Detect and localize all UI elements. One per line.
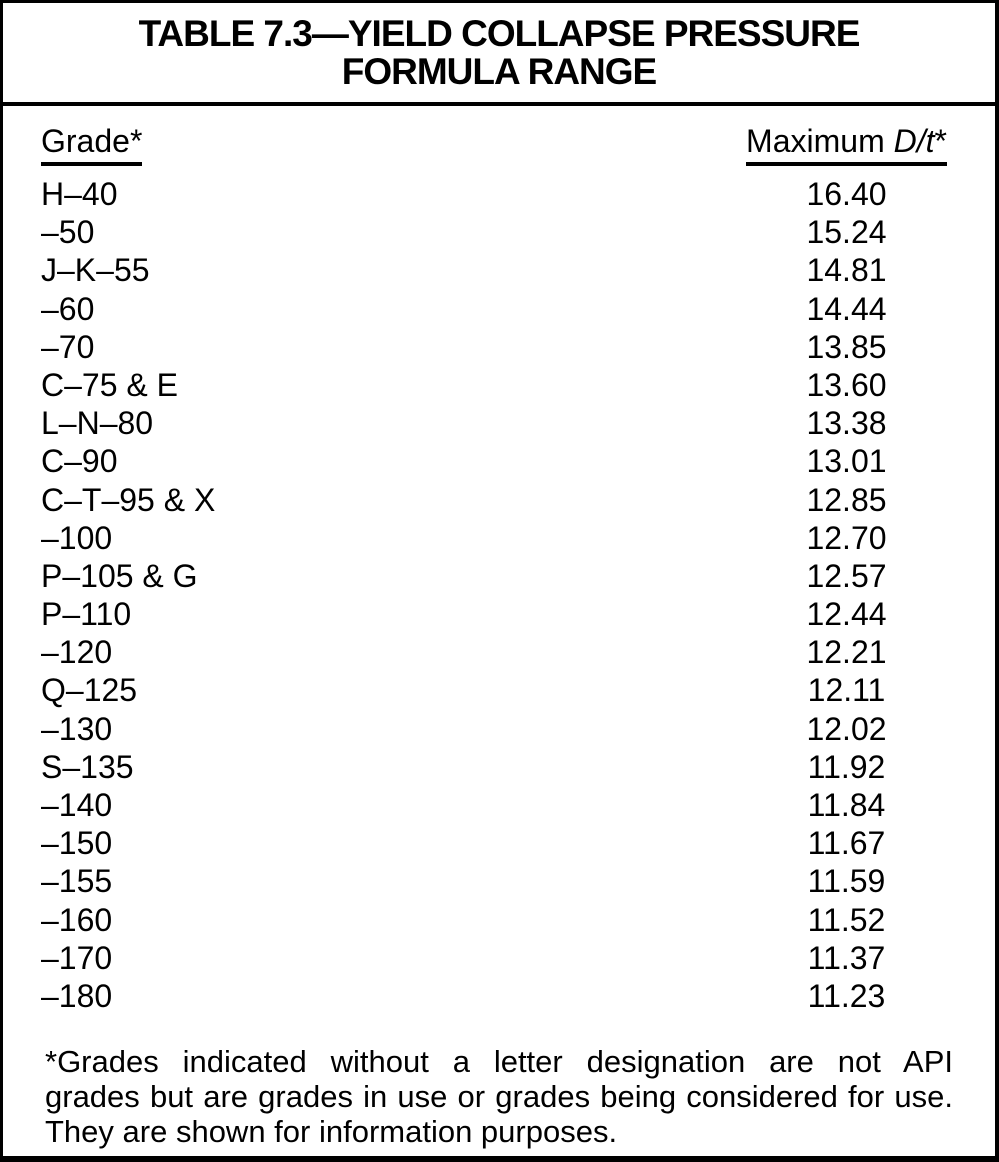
table-row: –50 15.24 xyxy=(41,213,953,251)
footnote-line1: *Grades indicated without a letter desig… xyxy=(45,1044,953,1080)
max-dt-cell: 12.44 xyxy=(806,596,887,633)
max-dt-cell: 16.40 xyxy=(806,176,887,212)
grade-cell: –60 xyxy=(41,290,95,327)
max-dt-cell: 13.60 xyxy=(806,366,887,403)
grade-cell: –120 xyxy=(41,634,113,671)
max-dt-header-prefix: Maximum xyxy=(746,123,894,159)
grade-cell: –50 xyxy=(41,214,95,251)
table-row: P–105 & G 12.57 xyxy=(41,557,953,595)
footnote: *Grades indicated without a letter desig… xyxy=(45,1044,953,1149)
max-dt-cell: 14.44 xyxy=(806,290,887,327)
grade-cell: H–40 xyxy=(41,176,118,212)
table-row: –180 11.23 xyxy=(41,977,953,1015)
grade-cell: –140 xyxy=(41,787,113,823)
table-row: –140 11.84 xyxy=(41,786,953,824)
table-row: H–40 16.40 xyxy=(41,175,953,213)
table-header-row: Grade* Maximum D/t* xyxy=(41,125,953,166)
grade-header-wrap: Grade* xyxy=(41,125,143,166)
table-row: S–135 11.92 xyxy=(41,748,953,786)
grade-cell: –100 xyxy=(41,519,113,556)
max-dt-cell: 12.21 xyxy=(806,634,887,671)
table-row: –70 13.85 xyxy=(41,328,953,366)
max-dt-cell: 13.01 xyxy=(806,443,887,480)
table-row: L–N–80 13.38 xyxy=(41,404,953,442)
table-body: Grade* Maximum D/t* H–40 16.40 –50 15.24 xyxy=(3,106,995,1149)
table-row: –120 12.21 xyxy=(41,633,953,671)
table-title: TABLE 7.3—YIELD COLLAPSE PRESSURE FORMUL… xyxy=(3,3,995,106)
column-header-grade: Grade* xyxy=(41,125,143,166)
max-dt-header-italic: D/t xyxy=(893,123,935,159)
grade-cell: –130 xyxy=(41,710,113,747)
grade-cell: S–135 xyxy=(41,748,134,785)
grade-cell: –170 xyxy=(41,939,113,976)
table-row: –150 11.67 xyxy=(41,824,953,862)
grade-cell: –150 xyxy=(41,825,113,862)
table-row: –130 12.02 xyxy=(41,710,953,748)
max-dt-cell: 15.24 xyxy=(806,214,887,251)
max-dt-cell: 12.11 xyxy=(807,672,886,709)
grade-cell: J–K–55 xyxy=(41,252,150,289)
grade-cell: –155 xyxy=(41,863,113,900)
max-dt-cell: 12.57 xyxy=(806,557,887,594)
table-row: –170 11.37 xyxy=(41,939,953,977)
table-row: –160 11.52 xyxy=(41,901,953,939)
table-row: –100 12.70 xyxy=(41,519,953,557)
table-row: C–75 & E 13.60 xyxy=(41,366,953,404)
grade-cell: –160 xyxy=(41,901,113,938)
max-dt-header-suffix: * xyxy=(934,123,947,159)
max-dt-cell: 13.85 xyxy=(806,328,887,365)
grade-cell: C–75 & E xyxy=(41,366,178,403)
table-row: P–110 12.44 xyxy=(41,595,953,633)
column-header-max-dt: Maximum D/t* xyxy=(746,125,947,166)
max-dt-cell: 11.92 xyxy=(807,748,886,785)
max-dt-cell: 11.52 xyxy=(807,901,886,938)
table-rows: H–40 16.40 –50 15.24 J–K–55 14.81 –60 14… xyxy=(41,175,953,1015)
grade-cell: L–N–80 xyxy=(41,405,154,442)
table-row: J–K–55 14.81 xyxy=(41,251,953,289)
max-dt-cell: 13.38 xyxy=(806,405,887,442)
max-dt-cell: 11.59 xyxy=(807,863,886,900)
table-row: –155 11.59 xyxy=(41,862,953,900)
max-dt-cell: 11.23 xyxy=(807,977,886,1014)
footnote-line3: They are shown for information purposes. xyxy=(45,1114,618,1150)
table-title-line1: TABLE 7.3—YIELD COLLAPSE PRESSURE xyxy=(138,12,861,54)
grade-cell: –70 xyxy=(41,328,95,365)
max-dt-cell: 11.84 xyxy=(807,787,886,823)
max-dt-cell: 11.67 xyxy=(807,825,886,862)
max-dt-cell: 12.85 xyxy=(806,481,887,518)
table-row: C–90 13.01 xyxy=(41,442,953,480)
grade-cell: C–T–95 & X xyxy=(41,481,216,518)
table-row: –60 14.44 xyxy=(41,290,953,328)
grade-cell: P–110 xyxy=(41,596,132,633)
footnote-line2: grades but are grades in use or grades b… xyxy=(45,1079,953,1115)
max-dt-header-wrap: Maximum D/t* xyxy=(740,125,953,166)
max-dt-cell: 12.02 xyxy=(806,710,887,747)
grade-cell: P–105 & G xyxy=(41,557,198,594)
max-dt-cell: 11.37 xyxy=(807,939,886,976)
grade-cell: Q–125 xyxy=(41,672,138,709)
table-row: Q–125 12.11 xyxy=(41,671,953,709)
grade-cell: C–90 xyxy=(41,443,118,480)
table-row: C–T–95 & X 12.85 xyxy=(41,481,953,519)
max-dt-cell: 14.81 xyxy=(806,252,887,289)
grade-cell: –180 xyxy=(41,977,113,1014)
table-title-line2: FORMULA RANGE xyxy=(341,50,657,92)
max-dt-cell: 12.70 xyxy=(806,519,887,556)
